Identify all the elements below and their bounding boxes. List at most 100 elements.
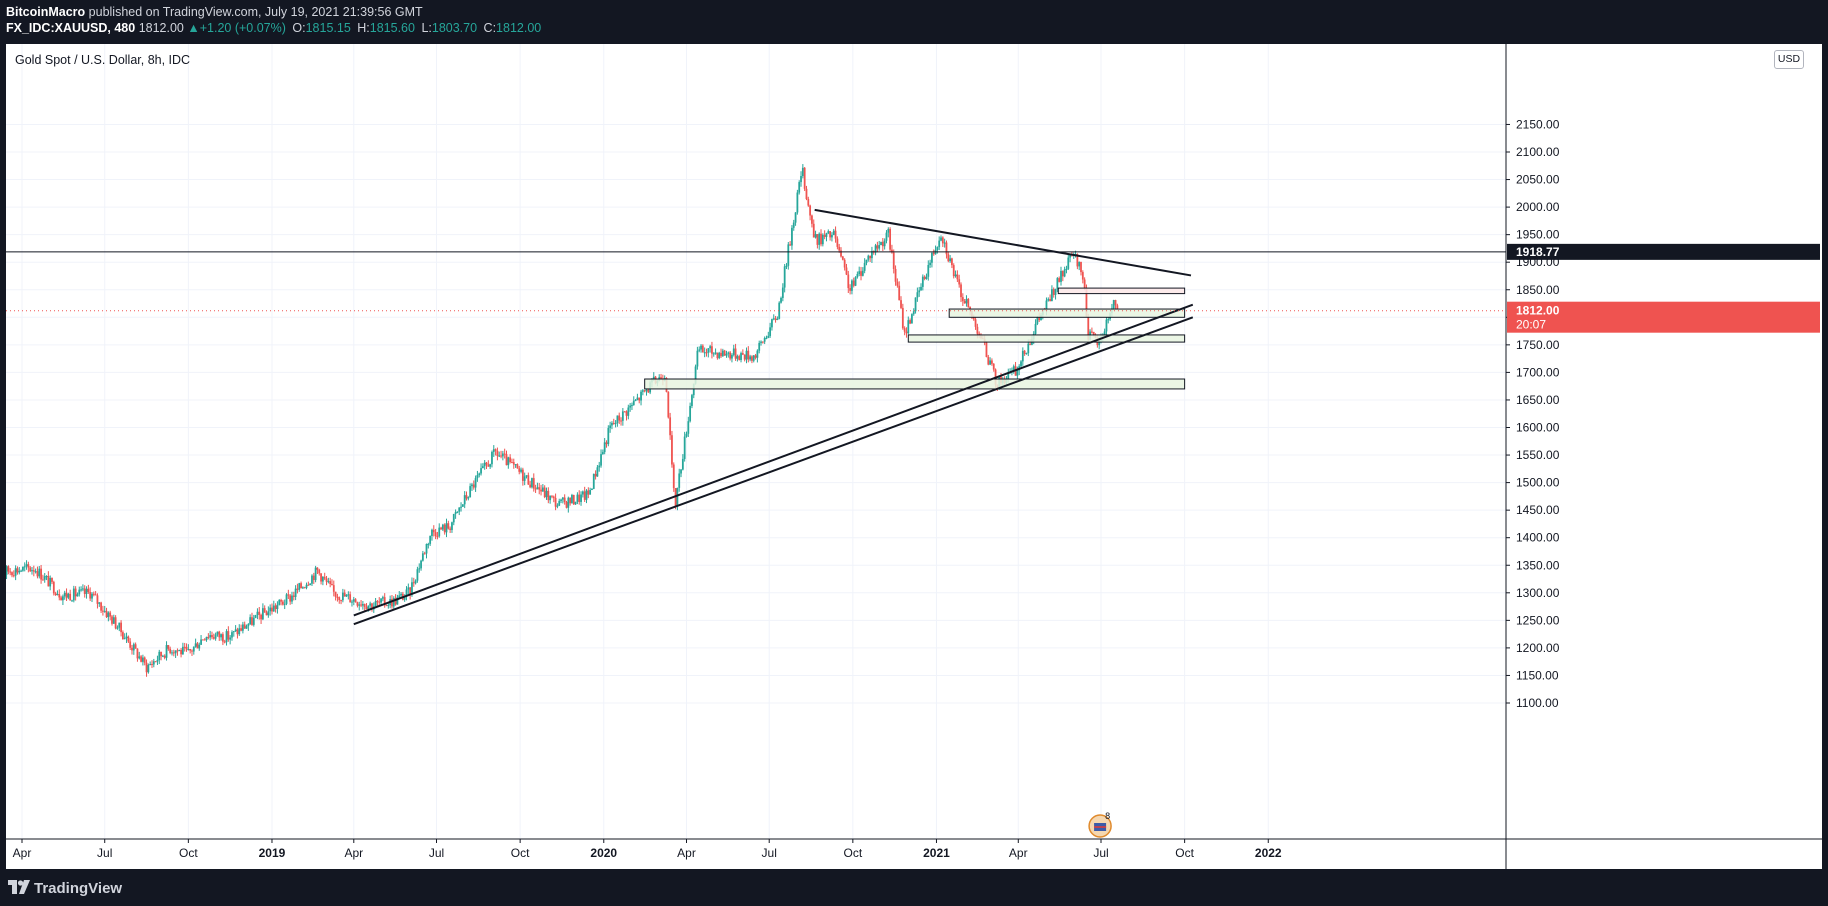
currency-button[interactable]: USD — [1774, 50, 1804, 69]
candle-body — [491, 451, 493, 465]
candle-body — [32, 570, 35, 572]
candle-body — [741, 353, 744, 355]
candle-body — [618, 415, 621, 421]
candle-body — [965, 298, 968, 304]
candle-body — [903, 328, 906, 332]
candle-body — [976, 326, 979, 334]
candle-body — [521, 469, 524, 481]
ohlc-line: FX_IDC:XAUUSD, 480 1812.00 ▲+1.20 (+0.07… — [6, 21, 541, 35]
time-tick-label: Apr — [1009, 846, 1028, 860]
candle-body — [489, 464, 492, 467]
candle-body — [587, 490, 590, 495]
candle-body — [612, 422, 615, 424]
author-name[interactable]: BitcoinMacro — [6, 5, 86, 19]
time-tick-label: Oct — [844, 846, 863, 860]
candle-body — [834, 230, 837, 239]
price-tick-label: 1450.00 — [1516, 503, 1560, 517]
candle-body — [840, 250, 842, 257]
candle-body — [194, 643, 197, 647]
candle-body — [789, 244, 792, 246]
candle-body — [783, 266, 786, 288]
candle-body — [174, 650, 177, 654]
candle-body — [1061, 270, 1064, 277]
candle-body — [100, 602, 102, 611]
candle-body — [292, 595, 295, 597]
candle-body — [187, 649, 190, 651]
candle-body — [512, 462, 515, 465]
candle-body — [85, 588, 88, 594]
candle-body — [585, 490, 588, 500]
candle-body — [1065, 268, 1068, 270]
candle-body — [581, 491, 584, 495]
candle-body — [714, 352, 717, 354]
trendlines — [353, 208, 1194, 626]
candle-body — [647, 389, 650, 393]
candle-body — [154, 661, 157, 663]
candle-body — [1029, 343, 1031, 345]
price-chart[interactable]: 1100.00 1150.00 1200.00 1250.00 1300.00 1350.… — [6, 44, 1822, 869]
price-tick-label: 1650.00 — [1516, 393, 1560, 407]
candle-body — [787, 244, 790, 266]
candle-body — [54, 593, 57, 596]
candle-body — [83, 588, 86, 594]
tradingview-logo[interactable]: TradingView — [8, 879, 122, 897]
candle-body — [423, 553, 426, 555]
candle-body — [69, 593, 72, 601]
candle-body — [1051, 289, 1053, 302]
candle-body — [734, 348, 737, 359]
candle-body — [74, 588, 77, 597]
candle-body — [76, 594, 79, 597]
candle-body — [683, 436, 686, 459]
candle-body — [1023, 350, 1026, 354]
candle-body — [438, 527, 441, 537]
candle-body — [1078, 261, 1081, 267]
candle-body — [56, 594, 59, 596]
candle-body — [681, 458, 684, 470]
candle-body — [118, 622, 121, 628]
candle-body — [269, 607, 272, 612]
candle-body — [858, 271, 861, 275]
chart-frame[interactable]: 1100.00 1150.00 1200.00 1250.00 1300.00 1350.… — [6, 44, 1822, 869]
candle-body — [601, 452, 604, 455]
candle-body — [798, 182, 801, 193]
candle-body — [849, 288, 852, 291]
candle-body — [380, 598, 382, 603]
candle-body — [114, 617, 117, 629]
candle-body — [963, 301, 966, 304]
candle-body — [358, 604, 361, 606]
candle-body — [1114, 300, 1117, 306]
candle-body — [956, 274, 959, 280]
price-tick-label: 1150.00 — [1516, 668, 1559, 682]
candle-body — [551, 495, 553, 497]
candle-body — [47, 576, 50, 587]
candle-body — [274, 605, 277, 610]
candle-body — [209, 635, 212, 638]
candle-body — [411, 582, 413, 595]
candle-body — [89, 591, 92, 599]
candle-body — [343, 592, 346, 597]
candle-body — [556, 505, 559, 507]
candle-body — [638, 397, 641, 401]
trendline — [353, 303, 1194, 617]
candle-body — [796, 192, 799, 213]
candle-body — [954, 274, 957, 277]
candle-body — [509, 457, 512, 463]
candle-body — [609, 425, 612, 429]
candle-body — [698, 349, 701, 351]
candle-body — [245, 626, 248, 629]
price-tick-label: 2050.00 — [1516, 173, 1560, 187]
time-tick-label: Jul — [429, 846, 444, 860]
candle-body — [460, 506, 462, 508]
candle-body — [880, 241, 882, 246]
candle-body — [140, 656, 142, 662]
candle-body — [367, 605, 370, 610]
candle-body — [641, 390, 644, 392]
candle-body — [291, 595, 293, 602]
candle-body — [514, 464, 517, 466]
candle-body — [580, 494, 582, 502]
candle-body — [398, 595, 401, 598]
candle-body — [1025, 353, 1028, 355]
candle-body — [805, 188, 808, 200]
change-arrow-icon: ▲ — [187, 21, 200, 35]
candle-body — [65, 592, 68, 598]
